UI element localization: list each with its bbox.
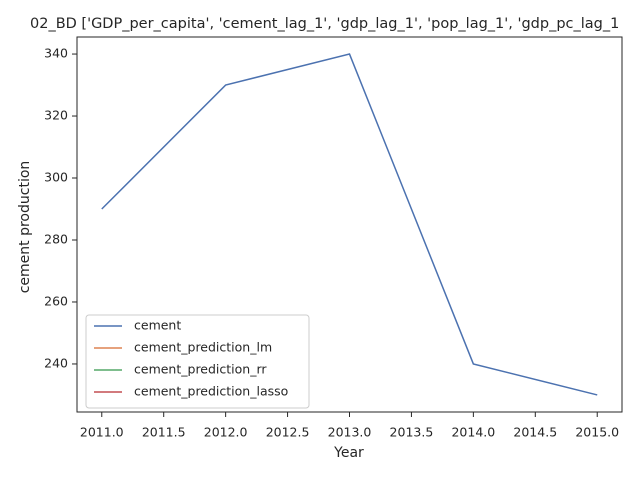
y-tick-label: 300 — [44, 170, 68, 185]
series-line — [101, 53, 598, 396]
legend-box — [85, 314, 310, 409]
x-axis-label: Year — [333, 445, 364, 461]
x-tick-label: 2013.0 — [328, 425, 372, 440]
x-tick-label: 2013.5 — [390, 425, 434, 440]
legend-label: cement_prediction_lasso — [134, 384, 288, 399]
chart-title: 02_BD ['GDP_per_capita', 'cement_lag_1',… — [30, 16, 619, 32]
y-tick-label: 340 — [44, 46, 68, 61]
x-tick-label: 2012.0 — [204, 425, 248, 440]
legend-label: cement_prediction_rr — [134, 362, 267, 377]
axes-frame — [76, 36, 623, 413]
x-tick-label: 2011.5 — [142, 425, 186, 440]
legend-label: cement_prediction_lm — [134, 340, 272, 355]
legend: cement cement_prediction_lm cement_predict… — [85, 314, 310, 409]
x-tick-label: 2011.0 — [80, 425, 124, 440]
y-axis-label: cement production — [17, 161, 33, 294]
x-tick-label: 2012.5 — [266, 425, 310, 440]
legend-label: cement — [134, 318, 181, 333]
x-tick-label: 2015.0 — [575, 425, 619, 440]
y-tick-label: 320 — [44, 108, 68, 123]
y-tick-label: 240 — [44, 355, 68, 370]
x-tick-label: 2014.5 — [513, 425, 557, 440]
y-tick-label: 280 — [44, 231, 68, 246]
x-tick-label: 2014.0 — [451, 425, 495, 440]
y-tick-label: 260 — [44, 293, 68, 308]
